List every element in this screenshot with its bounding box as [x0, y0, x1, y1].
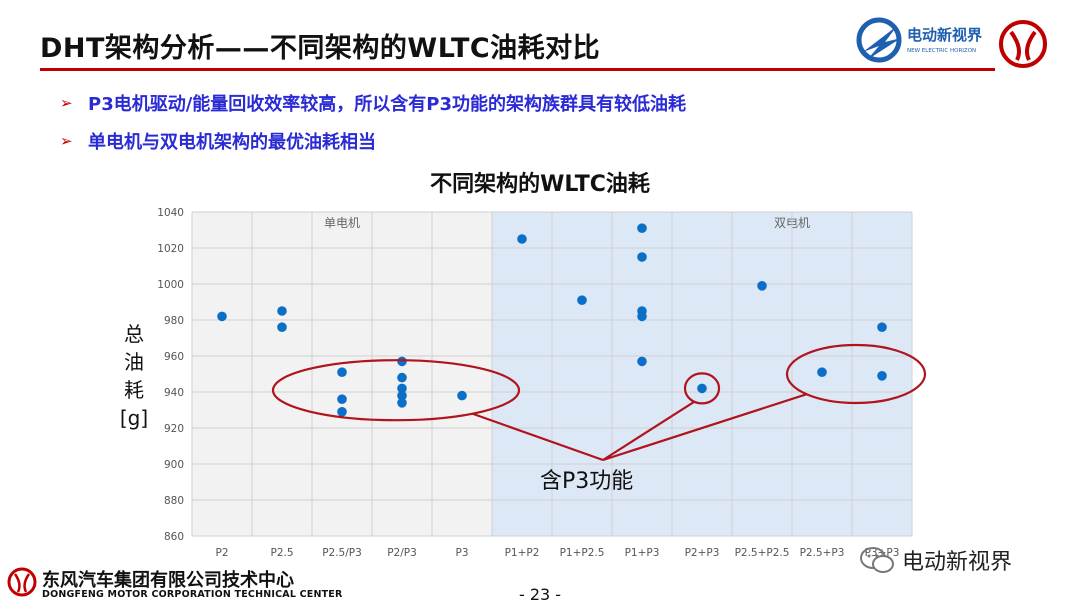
- bullet-list: ➢ P3电机驱动/能量回收效率较高，所以含有P3功能的架构族群具有较低油耗 ➢ …: [60, 84, 686, 160]
- data-point: [517, 234, 527, 244]
- y-tick-label: 1020: [157, 243, 184, 255]
- region-label: 单电机: [324, 216, 360, 230]
- y-tick-label: 940: [164, 387, 184, 399]
- bullet-item: ➢ 单电机与双电机架构的最优油耗相当: [60, 122, 686, 160]
- y-tick-label: 1040: [157, 207, 184, 219]
- y-tick-label: 980: [164, 315, 184, 327]
- footer-company-cn: 东风汽车集团有限公司技术中心: [42, 570, 294, 591]
- footer-company-en: DONGFENG MOTOR CORPORATION TECHNICAL CEN…: [42, 589, 343, 600]
- data-point: [397, 383, 407, 394]
- logo-cn-text: 电动新视界: [907, 26, 982, 44]
- brand-logo-icon: 电动新视界 NEW ELECTRIC HORIZON: [856, 17, 1047, 68]
- x-tick-label: P2.5+P3: [800, 547, 845, 559]
- data-point: [637, 311, 647, 322]
- data-point: [217, 311, 227, 322]
- data-point: [337, 394, 347, 405]
- data-point: [397, 390, 407, 401]
- x-tick-label: P1+P2: [505, 547, 540, 559]
- data-point: [337, 407, 347, 417]
- annotation-connector: [602, 393, 807, 462]
- y-axis-label: 总油耗 [g]: [119, 322, 149, 430]
- x-tick-label: P2: [215, 547, 228, 559]
- data-point: [337, 367, 347, 378]
- y-tick-label: 860: [164, 531, 184, 543]
- x-tick-label: P2/P3: [387, 547, 417, 559]
- watermark: 电动新视界: [858, 544, 1012, 576]
- annotation-ellipse: [271, 359, 521, 422]
- bullet-arrow-icon: ➢: [60, 94, 73, 112]
- data-point: [457, 390, 467, 401]
- data-point: [817, 367, 827, 378]
- data-point: [397, 356, 407, 367]
- page-number: - 23 -: [518, 585, 562, 604]
- annotation-connector: [471, 412, 604, 462]
- y-tick-label: 900: [164, 459, 184, 471]
- x-tick-label: P2+P3: [685, 547, 720, 559]
- dongfeng-logo-icon: [7, 567, 37, 597]
- data-point: [397, 372, 407, 383]
- page-title: DHT架构分析——不同架构的WLTC油耗对比: [40, 33, 601, 64]
- bullet-text: 单电机与双电机架构的最优油耗相当: [88, 132, 376, 153]
- x-tick-label: P2.5+P2.5: [735, 547, 790, 559]
- bullet-arrow-icon: ➢: [60, 132, 73, 150]
- data-point: [637, 252, 647, 262]
- y-tick-label: 880: [164, 495, 184, 507]
- annotation-ellipse: [683, 372, 721, 405]
- x-tick-label: P2.5/P3: [322, 547, 362, 559]
- x-tick-label: P1+P2.5: [560, 547, 605, 559]
- wechat-icon: [860, 547, 894, 573]
- y-tick-label: 1000: [157, 279, 184, 291]
- data-point: [877, 371, 887, 381]
- x-tick-label: P3+P3: [865, 547, 900, 559]
- x-tick-label: P2.5: [270, 547, 293, 559]
- logo-en-text: NEW ELECTRIC HORIZON: [907, 48, 976, 54]
- y-tick-label: 960: [164, 351, 184, 363]
- bullet-text: P3电机驱动/能量回收效率较高，所以含有P3功能的架构族群具有较低油耗: [88, 94, 687, 115]
- watermark-text: 电动新视界: [902, 550, 1013, 575]
- title-divider: [40, 68, 995, 71]
- annotation-ellipse: [785, 343, 927, 405]
- y-tick-label: 920: [164, 423, 184, 435]
- data-point: [277, 322, 287, 333]
- x-tick-label: P3: [455, 547, 468, 559]
- header-logos: 电动新视界 NEW ELECTRIC HORIZON: [845, 8, 1075, 72]
- data-point: [637, 356, 647, 367]
- chart-title: 不同架构的WLTC油耗: [430, 172, 650, 197]
- data-point: [637, 223, 647, 233]
- data-point: [577, 295, 587, 306]
- dongfeng-logo: [6, 566, 38, 602]
- data-point: [277, 306, 287, 316]
- bullet-item: ➢ P3电机驱动/能量回收效率较高，所以含有P3功能的架构族群具有较低油耗: [60, 84, 686, 122]
- data-point: [397, 398, 407, 408]
- data-point: [877, 322, 887, 333]
- annotation-connector: [602, 400, 695, 461]
- data-point: [757, 281, 767, 291]
- x-tick-label: P1+P3: [625, 547, 660, 559]
- data-point: [697, 383, 707, 394]
- p3-annotation: 含P3功能: [540, 469, 634, 494]
